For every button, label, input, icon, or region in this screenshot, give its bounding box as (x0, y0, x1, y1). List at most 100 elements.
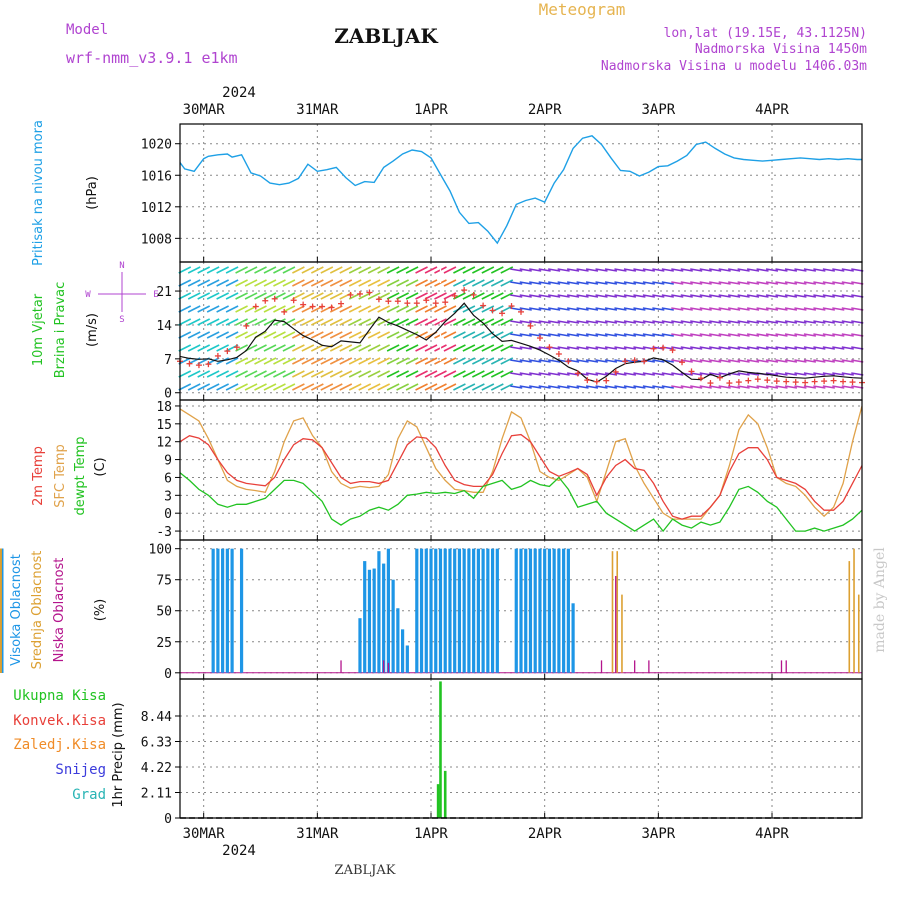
wind-barb (225, 305, 239, 313)
wind-barb (652, 359, 665, 363)
bottom-date-label: 1APR (414, 826, 448, 842)
wind-barb (415, 357, 428, 365)
wind-barb (727, 385, 741, 389)
wind-barb (576, 346, 589, 350)
wind-barb (794, 346, 807, 350)
wind-barb (348, 305, 362, 313)
wind-barb (595, 346, 608, 350)
wind-barb (301, 292, 315, 300)
wind-barb (680, 385, 693, 389)
low-cloud-bar (648, 660, 650, 673)
wind-barb (443, 266, 457, 274)
y-tick-label: 0 (164, 387, 172, 402)
wind-barb (396, 370, 409, 378)
wind-barb (329, 331, 343, 339)
wind-barb (794, 268, 807, 272)
y-tick-label: 21 (156, 285, 172, 300)
high-cloud-bar (543, 548, 547, 673)
wind-barb (576, 359, 589, 363)
wind-barb (680, 320, 693, 324)
wind-barb (310, 344, 324, 352)
legend-convective-rain: Konvek.Kisa (13, 713, 106, 729)
wind-barb (585, 294, 599, 298)
wind-barb (472, 370, 485, 378)
wind-barb (386, 279, 400, 287)
wind-barb (784, 320, 798, 324)
wind-barb (263, 279, 277, 287)
wind-barb (500, 292, 514, 300)
high-cloud-bar (481, 548, 485, 673)
wind-barb (652, 333, 665, 337)
wind-barb (604, 359, 618, 363)
y-tick-label: 50 (156, 605, 172, 620)
wind-barb (348, 331, 362, 339)
y-tick-label: 12 (156, 436, 172, 451)
wind-barb (500, 357, 514, 365)
wind-barb (585, 359, 599, 363)
wind-barb (832, 320, 845, 324)
mid-cloud-bar (853, 548, 855, 673)
wind-barb (396, 279, 409, 287)
y-tick-label: 14 (156, 319, 172, 334)
wind-barb (794, 307, 807, 311)
wind-barb (453, 279, 466, 287)
wind-barb (718, 281, 731, 285)
wind-barb (348, 318, 362, 326)
wind-barb (519, 359, 532, 363)
wind-barb (500, 279, 514, 287)
wind-barb (690, 268, 703, 272)
wind-barb (851, 294, 864, 298)
wind-barb (405, 292, 419, 300)
wind-barb (690, 372, 703, 376)
wind-barb (339, 357, 353, 365)
wind-barb (585, 385, 599, 389)
wind-barb (386, 292, 400, 300)
wind-barb (756, 294, 769, 298)
low-cloud-bar (600, 660, 603, 673)
wind-barb (301, 383, 315, 391)
wind-barb (548, 268, 561, 272)
wind-barb (718, 307, 731, 311)
wind-barb (851, 307, 864, 311)
wind-barb (273, 292, 286, 300)
wind-barb (604, 372, 618, 376)
wind-barb (557, 307, 570, 311)
pressure-unit: (hPa) (85, 176, 100, 210)
wind-barb (225, 279, 239, 287)
high-cloud-bar (462, 548, 466, 673)
wind-barb (301, 357, 315, 365)
wind-barb (481, 305, 495, 313)
wind-barb (623, 372, 637, 376)
wind-barb (320, 383, 334, 391)
wind-barb (206, 305, 220, 313)
wind-barb (699, 359, 712, 363)
wind-barb (244, 370, 258, 378)
high-cloud-bar (363, 561, 367, 673)
wind-barb (566, 268, 580, 272)
wind-barb (178, 331, 192, 339)
temp-ylabel-c: dewpt Temp (73, 436, 88, 515)
wind-barb (481, 370, 495, 378)
wind-barb (386, 383, 400, 391)
wind-unit: (m/s) (85, 313, 100, 347)
wind-barb (538, 359, 551, 363)
wind-barb (813, 346, 826, 350)
wind-barb (529, 359, 542, 363)
wind-barb (329, 318, 343, 326)
wind-barb (386, 318, 400, 326)
wind-barb (813, 294, 826, 298)
wind-barb (652, 372, 665, 376)
wind-barb (197, 344, 211, 352)
cloud-ylabel-b: Srednja Oblacnost (30, 551, 45, 670)
wind-barb (273, 266, 286, 274)
wind-barb (813, 268, 826, 272)
wind-barb (358, 383, 372, 391)
wind-barb (235, 279, 248, 287)
wind-barb (462, 370, 476, 378)
wind-barb (415, 292, 428, 300)
wind-barb (396, 344, 409, 352)
wind-barb (386, 266, 400, 274)
wind-barb (254, 266, 267, 274)
wind-barb (803, 281, 817, 285)
wind-barb (529, 372, 542, 376)
